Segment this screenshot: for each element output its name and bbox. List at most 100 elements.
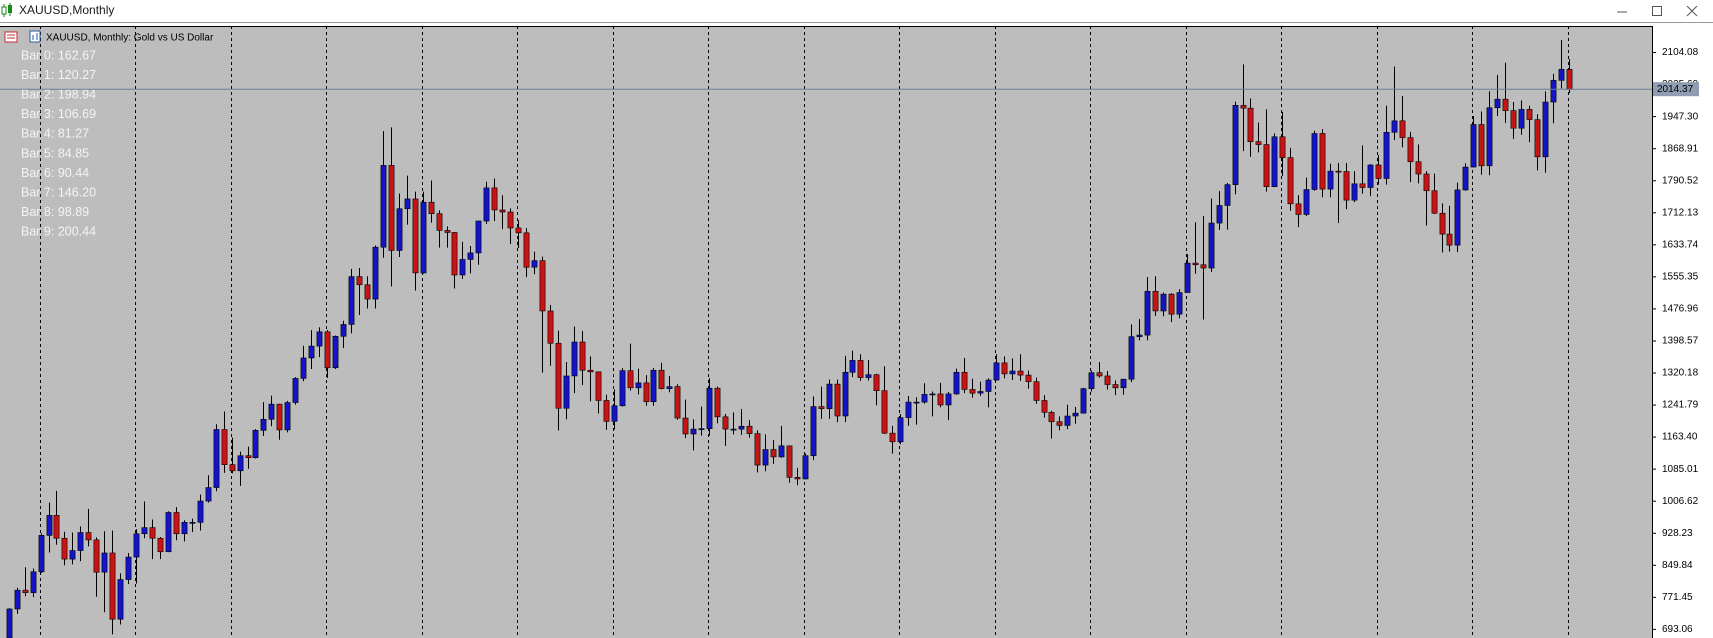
candle-body (722, 416, 729, 430)
candle-body (1470, 124, 1477, 168)
candle-body (1542, 101, 1549, 158)
y-tick-label: 1163.40 (1662, 432, 1698, 443)
candle-body (993, 362, 1000, 381)
candle-body (483, 187, 490, 222)
candle-body (873, 374, 880, 391)
candle-body (125, 556, 132, 580)
candle-body (1303, 189, 1310, 215)
candle-body (834, 383, 841, 417)
chart-background (0, 26, 1652, 638)
y-tick-label: 1790.52 (1662, 175, 1699, 186)
candle-body (714, 387, 721, 418)
candle-body (348, 276, 355, 325)
candle-body (539, 260, 546, 312)
candle-body (961, 371, 968, 390)
y-tick-label: 771.45 (1662, 592, 1693, 603)
candle-body (1033, 381, 1040, 401)
chart-icons (4, 30, 41, 43)
candle-body (85, 532, 92, 541)
candle-body (1160, 293, 1167, 312)
candle-body (205, 487, 212, 502)
candle-body (905, 401, 912, 418)
candle-body (1152, 291, 1159, 312)
candle-body (46, 515, 53, 536)
candle-body (260, 418, 267, 431)
candle-body (300, 357, 307, 379)
price-axis-panel (1652, 23, 1713, 638)
candle-body (1224, 184, 1231, 206)
candle-body (706, 387, 713, 429)
candle-body (491, 187, 498, 211)
bar-info-line: Bar 1: 120.27 (21, 68, 96, 82)
candle-body (1247, 107, 1254, 142)
candle-body (1319, 133, 1326, 190)
candle-body (881, 390, 888, 434)
candle-body (619, 370, 626, 407)
candle-body (332, 335, 339, 369)
candle-body (770, 449, 777, 458)
candle-body (451, 232, 458, 276)
candle-body (1232, 105, 1239, 185)
candle-body (865, 374, 872, 378)
candle-body (1375, 164, 1382, 179)
candle-body (1295, 203, 1302, 215)
candle-body (467, 252, 474, 260)
candle-body (372, 246, 379, 300)
candle-body (436, 213, 443, 231)
candle-body (77, 532, 84, 551)
candle-body (523, 232, 530, 268)
candle-body (746, 425, 753, 434)
y-tick-label: 693.06 (1662, 624, 1693, 635)
candle-body (53, 515, 60, 539)
candle-body (1104, 375, 1111, 385)
candle-body (428, 201, 435, 214)
candle-body (515, 227, 522, 234)
candle-body (117, 579, 124, 620)
candle-body (658, 369, 665, 389)
candle-body (531, 260, 538, 268)
candle-body (555, 342, 562, 409)
candle-body (1550, 80, 1557, 103)
candle-body (1351, 183, 1358, 201)
y-tick-label: 1868.91 (1662, 143, 1699, 154)
candle-body (666, 386, 673, 389)
candle-body (380, 165, 387, 248)
candle-body (292, 378, 299, 403)
candle-body (364, 284, 371, 300)
candle-body (38, 535, 45, 573)
candle-body (181, 522, 188, 535)
candle-body (340, 324, 347, 337)
candle-body (643, 382, 650, 403)
candle-body (1462, 166, 1469, 191)
candle-body (921, 394, 928, 403)
candle-body (674, 386, 681, 419)
candle-body (213, 429, 220, 488)
candle-body (459, 259, 466, 276)
candle-body (1407, 137, 1414, 163)
last-price-tag (1653, 82, 1699, 97)
candle-body (1088, 372, 1095, 389)
candle-body (650, 369, 657, 403)
candle-body (388, 165, 395, 251)
last-price-label: 2014.37 (1657, 84, 1694, 95)
chart-header: XAUUSD, Monthly: Gold vs US Dollar (46, 33, 214, 44)
candle-body (1168, 293, 1175, 315)
candle-body (1454, 189, 1461, 246)
candle-body (499, 209, 506, 213)
candle-body (611, 405, 618, 422)
close-button[interactable] (1686, 5, 1698, 17)
candle-body (420, 201, 427, 274)
candle-body (1391, 120, 1398, 133)
bar-info-line: Bar 0: 162.67 (21, 48, 96, 62)
candle-body (1510, 110, 1517, 129)
candle-body (157, 537, 164, 553)
candle-body (1335, 170, 1342, 173)
candle-body (1001, 362, 1008, 375)
candle-body (1263, 144, 1270, 187)
candle-body (1566, 69, 1573, 90)
maximize-button[interactable] (1652, 6, 1662, 16)
candle-body (149, 527, 156, 539)
candle-body (69, 550, 76, 560)
candle-body (1025, 374, 1032, 382)
candle-body (1494, 98, 1501, 109)
